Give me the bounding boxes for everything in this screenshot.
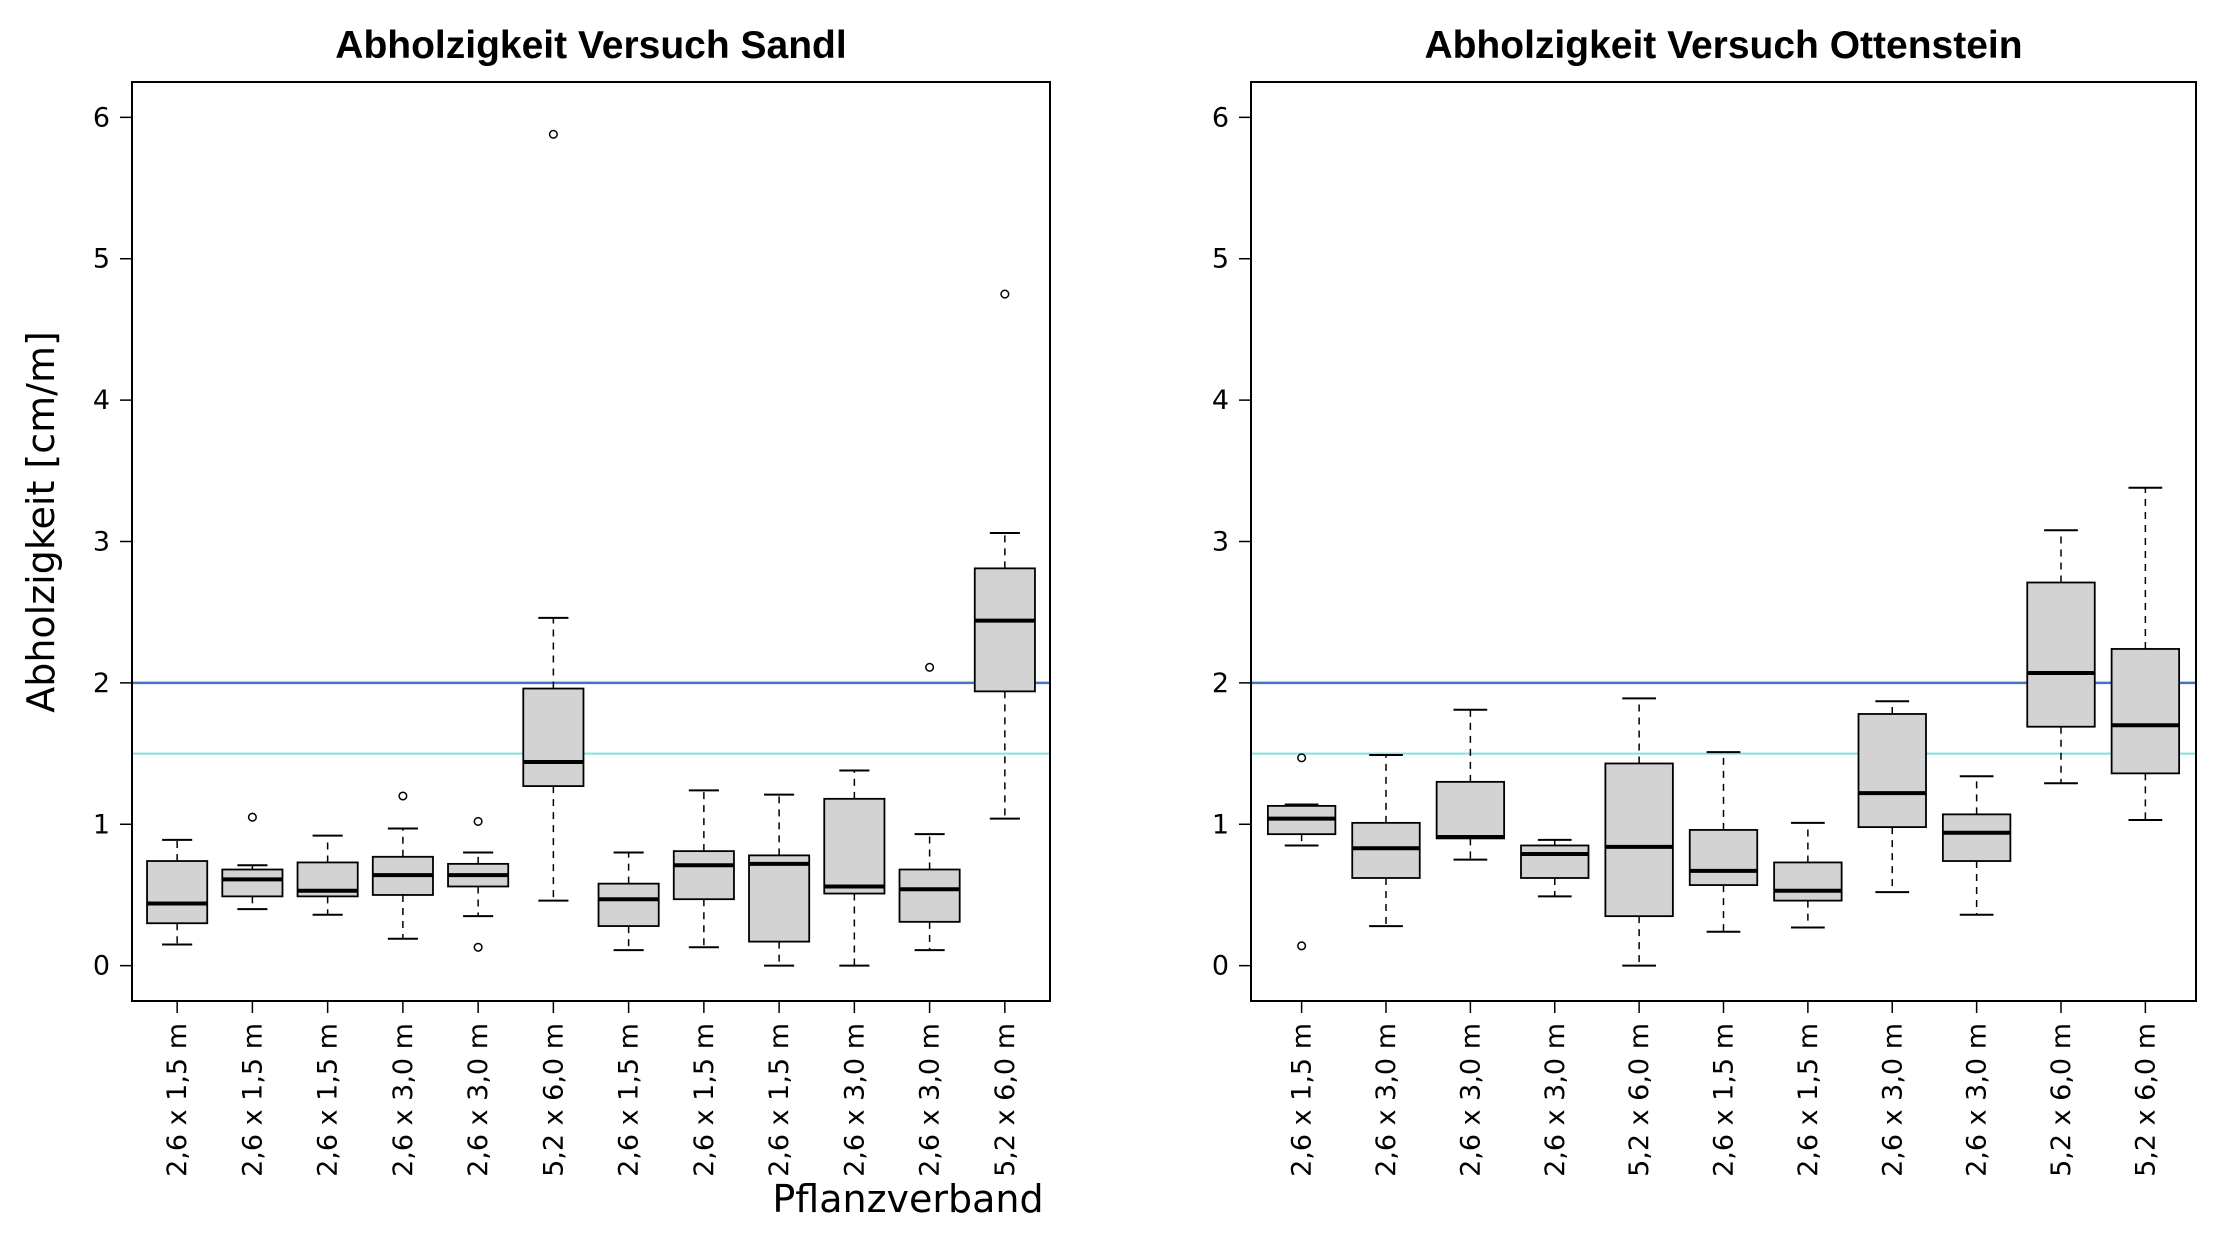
outlier-point xyxy=(925,662,935,672)
box xyxy=(1688,829,1759,886)
x-tick-label: 2,6 x 3,0 m xyxy=(388,1023,419,1177)
x-tick-label: 2,6 x 3,0 m xyxy=(1877,1023,1908,1177)
y-tick-label: 3 xyxy=(1212,527,1229,558)
outlier-point xyxy=(1297,753,1307,763)
y-tick-label: 4 xyxy=(1212,385,1229,416)
chart-title: Abholzigkeit Versuch Ottenstein xyxy=(1424,24,2022,67)
box xyxy=(1773,861,1843,902)
x-tick-label: 2,6 x 1,5 m xyxy=(1793,1023,1824,1177)
x-tick-label: 2,6 x 3,0 m xyxy=(463,1023,494,1177)
x-tick-label: 2,6 x 1,5 m xyxy=(162,1023,193,1177)
box xyxy=(672,850,735,901)
box xyxy=(2110,648,2181,775)
x-tick-label: 2,6 x 1,5 m xyxy=(1287,1023,1318,1177)
box xyxy=(522,687,585,787)
box xyxy=(597,882,660,927)
box xyxy=(146,860,209,925)
box xyxy=(1435,780,1506,840)
x-tick-label: 2,6 x 3,0 m xyxy=(1540,1023,1571,1177)
outlier-point xyxy=(1000,289,1010,299)
y-tick-label: 2 xyxy=(1212,668,1229,699)
y-tick-label: 1 xyxy=(1212,809,1229,840)
panel-ottenstein: Abholzigkeit Versuch Ottenstein 0 1 2 3 4 5 6 2,… xyxy=(1212,24,2197,1177)
x-tick-label: 2,6 x 1,5 m xyxy=(764,1023,795,1177)
y-tick-label: 0 xyxy=(93,951,110,982)
x-tick-label: 2,6 x 3,0 m xyxy=(839,1023,870,1177)
box xyxy=(898,868,961,923)
x-tick-label: 5,2 x 6,0 m xyxy=(2046,1023,2077,1177)
x-tick-label: 5,2 x 6,0 m xyxy=(1624,1023,1655,1177)
box xyxy=(1857,713,1927,828)
y-tick-label: 5 xyxy=(93,244,110,275)
x-tick-label: 2,6 x 3,0 m xyxy=(1371,1023,1402,1177)
x-tick-label: 2,6 x 1,5 m xyxy=(1709,1023,1740,1177)
x-tick-label: 2,6 x 1,5 m xyxy=(689,1023,720,1177)
x-tick-label: 5,2 x 6,0 m xyxy=(990,1023,1021,1177)
y-tick-label: 6 xyxy=(1212,102,1229,133)
plot-frame xyxy=(131,81,1051,1002)
plot-frame xyxy=(1250,81,2197,1002)
y-tick-label: 4 xyxy=(93,385,110,416)
box xyxy=(748,854,811,943)
x-axis-label: Pflanzverband xyxy=(772,1177,1043,1221)
outlier-point xyxy=(473,816,483,826)
box xyxy=(1604,762,1674,918)
x-tick-label: 2,6 x 3,0 m xyxy=(1962,1023,1993,1177)
x-tick-label: 5,2 x 6,0 m xyxy=(2130,1023,2161,1177)
outlier-point xyxy=(473,942,483,952)
box xyxy=(1520,844,1590,879)
x-tick-label: 2,6 x 3,0 m xyxy=(1455,1023,1486,1177)
y-tick-label: 2 xyxy=(93,668,110,699)
panel-sandl: Abholzigkeit Versuch Sandl 0 1 2 3 4 5 6 2,6 x 1… xyxy=(93,24,1051,1177)
y-tick-label: 1 xyxy=(93,809,110,840)
x-tick-label: 5,2 x 6,0 m xyxy=(538,1023,569,1177)
x-tick-label: 2,6 x 3,0 m xyxy=(915,1023,946,1177)
outlier-point xyxy=(398,791,408,801)
box xyxy=(823,797,886,895)
y-axis-label: Abholzigkeit [cm/m] xyxy=(19,331,63,713)
x-tick-label: 2,6 x 1,5 m xyxy=(313,1023,344,1177)
box xyxy=(973,567,1036,693)
outlier-point xyxy=(247,812,257,822)
outlier-point xyxy=(548,129,558,139)
y-tick-label: 0 xyxy=(1212,951,1229,982)
box xyxy=(1941,813,2012,862)
chart-title: Abholzigkeit Versuch Sandl xyxy=(335,24,846,67)
y-tick-label: 3 xyxy=(93,527,110,558)
box xyxy=(221,868,284,898)
x-tick-label: 2,6 x 1,5 m xyxy=(614,1023,645,1177)
box xyxy=(2026,581,2096,728)
box xyxy=(1351,821,1421,879)
y-tick-label: 6 xyxy=(93,102,110,133)
outlier-point xyxy=(1297,941,1307,951)
y-tick-label: 5 xyxy=(1212,244,1229,275)
x-tick-label: 2,6 x 1,5 m xyxy=(237,1023,268,1177)
